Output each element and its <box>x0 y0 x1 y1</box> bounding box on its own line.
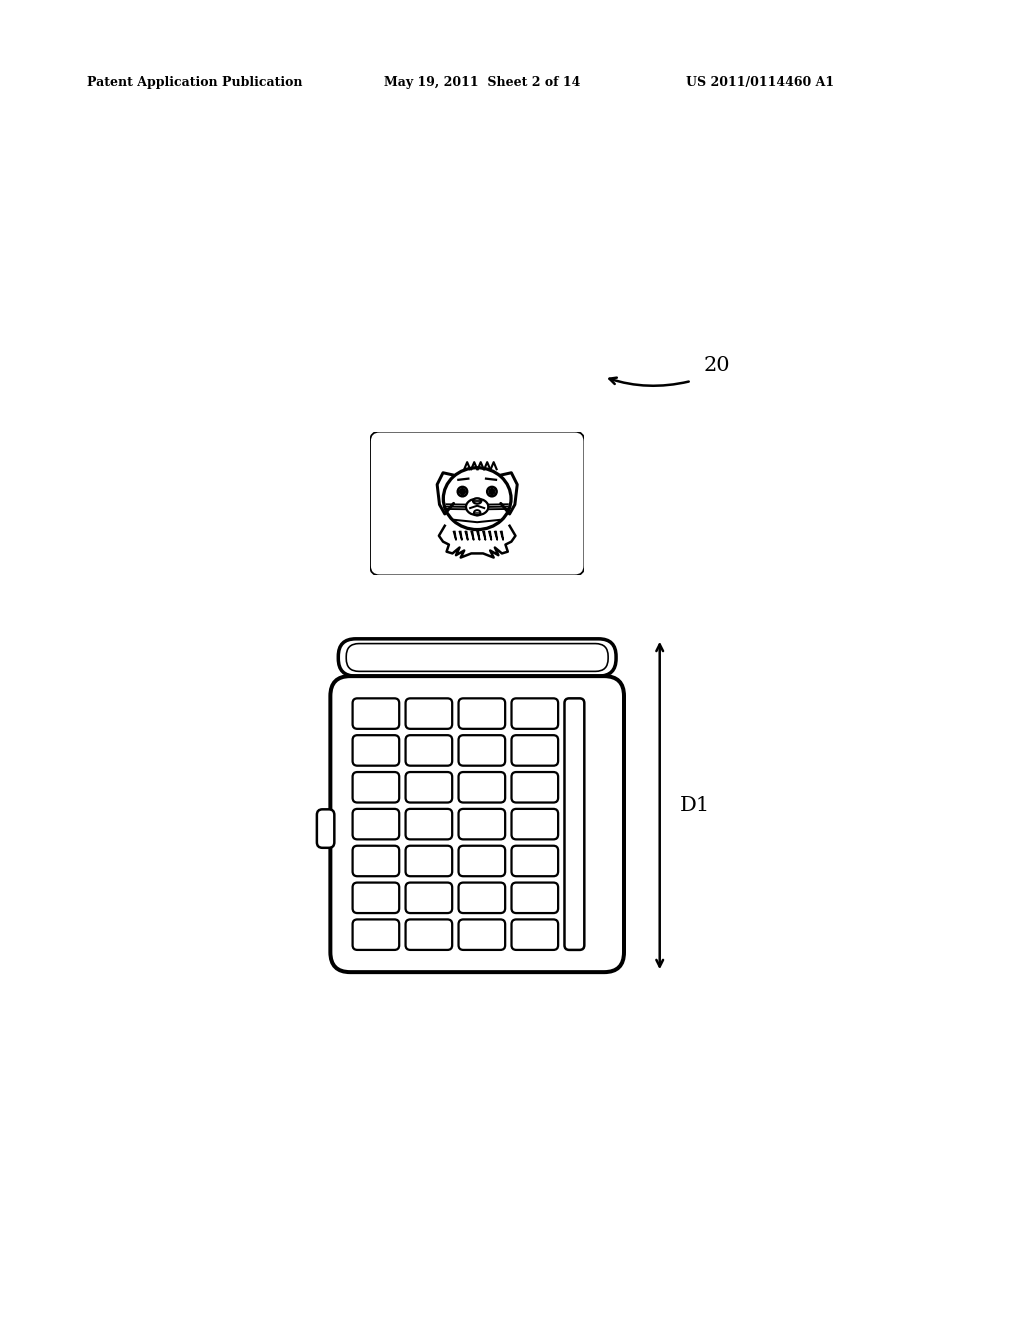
FancyBboxPatch shape <box>512 809 558 840</box>
FancyBboxPatch shape <box>406 883 453 913</box>
FancyBboxPatch shape <box>352 846 399 876</box>
FancyBboxPatch shape <box>316 809 334 847</box>
FancyBboxPatch shape <box>512 920 558 950</box>
FancyBboxPatch shape <box>338 639 616 676</box>
FancyBboxPatch shape <box>331 354 624 639</box>
FancyBboxPatch shape <box>352 735 399 766</box>
FancyBboxPatch shape <box>564 698 585 950</box>
Text: FIG. 2  PRIOR ART: FIG. 2 PRIOR ART <box>338 999 712 1036</box>
FancyBboxPatch shape <box>406 920 453 950</box>
FancyBboxPatch shape <box>459 809 505 840</box>
FancyBboxPatch shape <box>512 846 558 876</box>
FancyBboxPatch shape <box>406 846 453 876</box>
Text: Patent Application Publication: Patent Application Publication <box>87 75 302 88</box>
FancyBboxPatch shape <box>459 698 505 729</box>
FancyBboxPatch shape <box>512 698 558 729</box>
FancyBboxPatch shape <box>346 644 608 672</box>
FancyBboxPatch shape <box>512 735 558 766</box>
FancyBboxPatch shape <box>512 883 558 913</box>
Text: US 2011/0114460 A1: US 2011/0114460 A1 <box>686 75 835 88</box>
FancyBboxPatch shape <box>459 846 505 876</box>
Ellipse shape <box>473 499 481 504</box>
FancyBboxPatch shape <box>406 735 453 766</box>
Circle shape <box>489 488 495 495</box>
Text: May 19, 2011  Sheet 2 of 14: May 19, 2011 Sheet 2 of 14 <box>384 75 581 88</box>
FancyBboxPatch shape <box>352 698 399 729</box>
FancyBboxPatch shape <box>459 772 505 803</box>
FancyBboxPatch shape <box>370 432 585 576</box>
FancyBboxPatch shape <box>459 883 505 913</box>
FancyBboxPatch shape <box>352 809 399 840</box>
Text: 20: 20 <box>703 355 730 375</box>
FancyBboxPatch shape <box>459 735 505 766</box>
FancyBboxPatch shape <box>406 772 453 803</box>
FancyBboxPatch shape <box>512 772 558 803</box>
FancyBboxPatch shape <box>406 809 453 840</box>
FancyBboxPatch shape <box>459 920 505 950</box>
FancyBboxPatch shape <box>331 676 624 972</box>
FancyBboxPatch shape <box>352 772 399 803</box>
FancyBboxPatch shape <box>406 698 453 729</box>
Text: D1: D1 <box>680 796 710 814</box>
Circle shape <box>460 488 465 495</box>
FancyBboxPatch shape <box>360 422 594 585</box>
FancyBboxPatch shape <box>352 883 399 913</box>
FancyBboxPatch shape <box>352 920 399 950</box>
